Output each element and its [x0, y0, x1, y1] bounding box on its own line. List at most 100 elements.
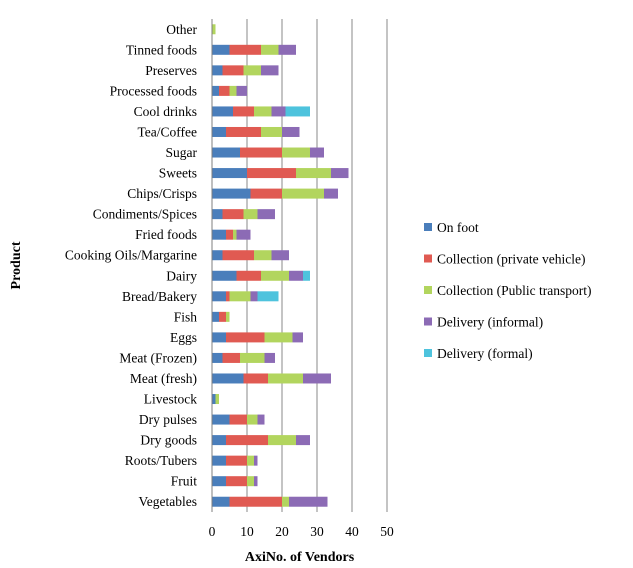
legend-label: Delivery (formal): [437, 346, 533, 361]
legend-swatch: [424, 254, 432, 263]
category-label: Fruit: [171, 474, 198, 489]
bar-segment: [233, 229, 237, 240]
bar-segment: [212, 270, 237, 281]
legend-swatch: [424, 286, 432, 294]
bar-segment: [212, 373, 244, 384]
bar-segment: [310, 147, 324, 158]
bar-segment: [226, 435, 268, 446]
category-label: Fish: [174, 309, 198, 324]
bar-segment: [212, 476, 226, 487]
category-label: Roots/Tubers: [125, 453, 197, 468]
bar-segment: [257, 291, 279, 302]
bar-segment: [212, 455, 226, 466]
category-label: Dry goods: [140, 433, 197, 448]
bar-segment: [324, 188, 338, 199]
bar-segment: [219, 85, 230, 96]
category-label: Sugar: [166, 145, 198, 160]
bar-segment: [247, 476, 254, 487]
bar-segment: [243, 373, 268, 384]
category-label: Meat (Frozen): [119, 350, 197, 365]
bar-segment: [226, 476, 247, 487]
bar-segment: [254, 250, 272, 261]
bar-segment: [254, 106, 272, 117]
bar-segment: [257, 209, 275, 220]
bar-segment: [212, 65, 223, 76]
category-label: Preserves: [145, 63, 197, 78]
bar-segment: [222, 250, 254, 261]
legend: On foot Collection (private vehicle) Colle…: [424, 220, 591, 361]
bar-segment: [222, 352, 240, 363]
x-tick-label: 50: [380, 524, 394, 539]
legend-label: On foot: [437, 220, 479, 235]
bar-segment: [250, 188, 282, 199]
bar-segment: [229, 414, 247, 425]
bar-segment: [229, 44, 261, 55]
bar-segment: [331, 168, 349, 179]
bar-segment: [212, 435, 226, 446]
bar-segment: [261, 270, 289, 281]
bar-segment: [212, 44, 230, 55]
category-label: Bread/Bakery: [122, 289, 197, 304]
legend-label: Delivery (informal): [437, 315, 543, 330]
bar-segment: [247, 168, 296, 179]
category-label: Sweets: [159, 166, 197, 181]
bar-segment: [250, 291, 258, 302]
bar-segment: [285, 106, 310, 117]
bar-segment: [240, 147, 282, 158]
bar-segment: [212, 352, 223, 363]
bar-segment: [229, 85, 237, 96]
category-label: Eggs: [170, 330, 197, 345]
x-tick-label: 30: [310, 524, 324, 539]
bar-segment: [240, 352, 265, 363]
category-label: Cool drinks: [134, 104, 197, 119]
bar-segment: [212, 126, 226, 137]
bar-segment: [243, 65, 261, 76]
bar-segment: [282, 126, 300, 137]
bar-segment: [289, 496, 328, 507]
bar-segment: [296, 168, 331, 179]
bar-segment: [229, 496, 282, 507]
category-label: Condiments/Spices: [93, 207, 197, 222]
category-label: Fried foods: [135, 227, 197, 242]
bar-segment: [229, 291, 251, 302]
bar-segment: [303, 270, 310, 281]
legend-swatch: [424, 317, 432, 326]
bar-segment: [271, 106, 286, 117]
category-label: Meat (fresh): [130, 371, 197, 386]
bar-segment: [254, 476, 258, 487]
bars-layer: [212, 24, 349, 507]
bar-segment: [212, 24, 216, 35]
bar-segment: [264, 352, 275, 363]
bar-segment: [212, 394, 216, 405]
x-tick-label: 10: [240, 524, 254, 539]
bar-segment: [282, 188, 324, 199]
bar-segment: [226, 332, 265, 343]
legend-swatch: [424, 223, 432, 231]
legend-label: Collection (private vehicle): [437, 252, 585, 267]
bar-segment: [243, 209, 258, 220]
bar-segment: [264, 332, 293, 343]
bar-segment: [222, 65, 244, 76]
x-tick-labels: 0 10 20 30 40 50: [209, 524, 394, 539]
bar-segment: [254, 455, 258, 466]
bar-segment: [233, 106, 254, 117]
bar-segment: [212, 229, 226, 240]
category-label: Dairy: [166, 268, 197, 283]
bar-segment: [226, 291, 230, 302]
category-label: Chips/Crisps: [127, 186, 197, 201]
bar-segment: [289, 270, 303, 281]
bar-segment: [268, 373, 303, 384]
bar-segment: [261, 44, 279, 55]
bar-segment: [261, 126, 282, 137]
x-tick-label: 0: [209, 524, 216, 539]
bar-segment: [212, 168, 247, 179]
bar-segment: [296, 435, 310, 446]
category-label: Vegetables: [139, 494, 197, 509]
bar-segment: [226, 126, 261, 137]
category-label: Cooking Oils/Margarine: [65, 248, 197, 263]
bar-segment: [303, 373, 331, 384]
category-label: Livestock: [144, 392, 197, 407]
bar-segment: [212, 311, 219, 322]
